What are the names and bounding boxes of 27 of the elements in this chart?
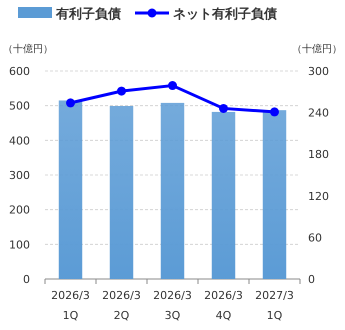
y-axis-title: （十億円） xyxy=(3,43,53,55)
y-tick-label: 100 xyxy=(9,238,30,252)
y-tick-label: 300 xyxy=(9,169,30,182)
y2-tick-label: 120 xyxy=(308,190,329,203)
y2-tick-label: 0 xyxy=(308,273,315,286)
y2-tick-label: 180 xyxy=(308,148,329,162)
y-tick-label: 0 xyxy=(23,273,30,286)
point xyxy=(270,107,279,116)
y-tick-label: 600 xyxy=(9,65,30,78)
y2-tick-label: 300 xyxy=(308,65,329,78)
point xyxy=(66,98,75,108)
y2-tick-label: 240 xyxy=(308,106,329,120)
y2-tick-label: 60 xyxy=(308,231,322,244)
x-tick-label: 2026/3 2Q xyxy=(102,289,141,322)
point xyxy=(219,104,228,113)
legend-label: ネット有利子負債 xyxy=(173,6,277,22)
x-tick-label: 2026/3 3Q xyxy=(153,289,192,322)
legend-label: 有利子負債 xyxy=(55,6,121,22)
point xyxy=(117,86,126,96)
x-tick-label: 2026/3 4Q xyxy=(204,289,243,322)
point xyxy=(168,81,177,90)
y-tick-label: 500 xyxy=(9,100,30,113)
x-tick-label: 2027/3 1Q xyxy=(255,289,294,322)
y-tick-label: 400 xyxy=(9,134,30,148)
y2-axis-title: （十億円） xyxy=(292,43,342,55)
y-tick-label: 200 xyxy=(9,204,30,217)
x-tick-label: 2026/3 1Q xyxy=(51,289,90,322)
